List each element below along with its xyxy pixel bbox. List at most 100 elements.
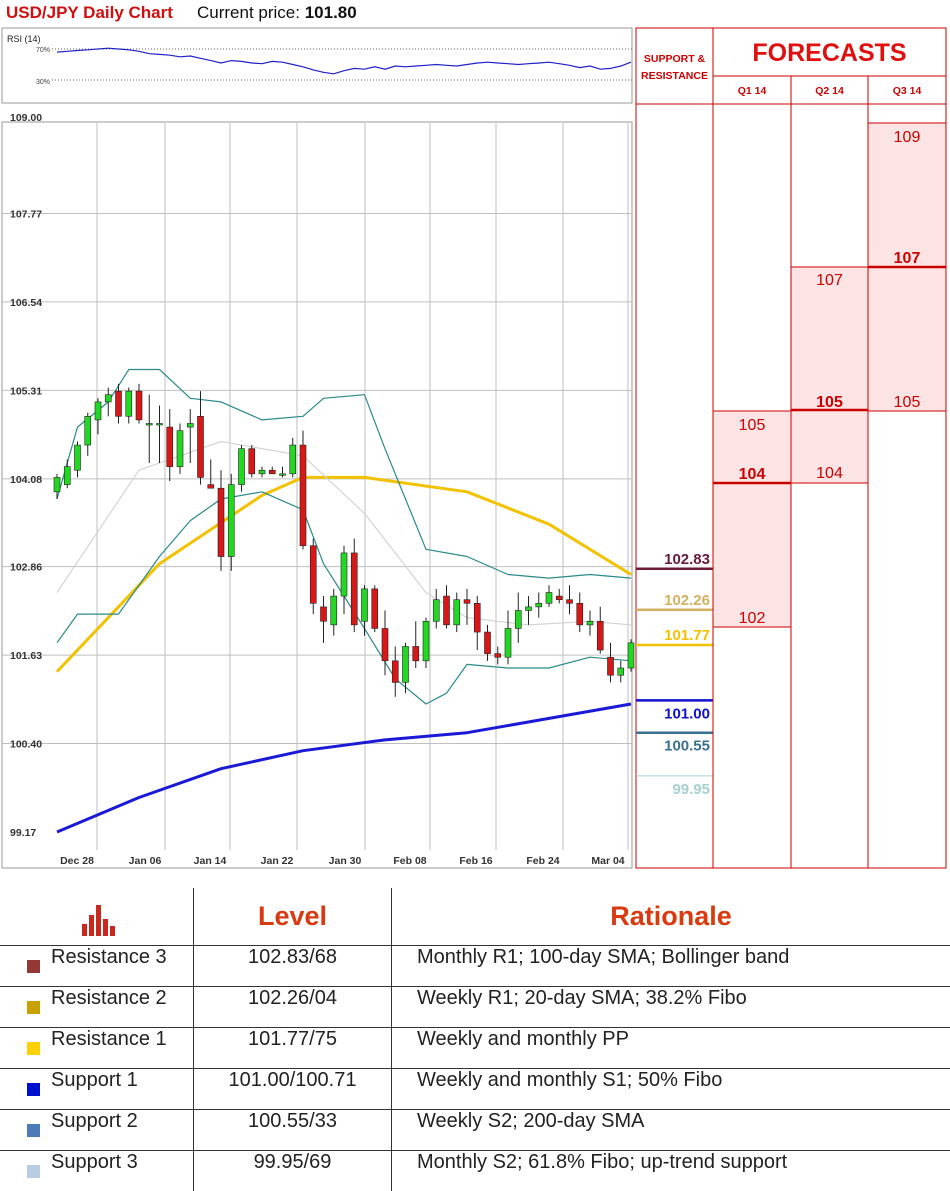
row-level: 100.55/33 — [248, 1110, 337, 1132]
level-label: 99.95 — [672, 781, 710, 798]
candle-body — [309, 545, 317, 604]
price-panel: 109.00 107.77 106.54 105.31 104.08 102.86 101.… — [1, 112, 635, 869]
forecast-q1-range — [712, 410, 792, 628]
candle-body — [176, 430, 184, 467]
candle-body — [412, 646, 420, 662]
candle-body — [514, 610, 522, 629]
y-tick-label: 99.17 — [10, 827, 36, 839]
forecast-q3-label: Q3 14 — [893, 85, 922, 97]
table-divider-1 — [193, 888, 194, 1191]
candle-body — [443, 595, 450, 626]
row-rationale: Weekly S2; 200-day SMA — [417, 1110, 645, 1132]
candle-body — [617, 667, 625, 676]
row-name: Support 3 — [51, 1151, 138, 1173]
current-price-label: Current price: — [197, 3, 300, 22]
candle-body — [74, 444, 81, 471]
candle-body — [258, 469, 266, 475]
candle-body — [156, 423, 163, 426]
forecast-q2-high: 107 — [816, 272, 843, 289]
candle-body — [227, 484, 235, 557]
candle-body — [94, 401, 102, 421]
candle-body — [525, 606, 532, 611]
level-label: 101.77 — [664, 627, 710, 644]
x-tick-label: Dec 28 — [60, 855, 94, 867]
candle-body — [197, 415, 204, 478]
candle-body — [299, 444, 307, 547]
candle-body — [63, 466, 71, 485]
candle-body — [627, 642, 635, 669]
candle-body — [607, 656, 614, 676]
series-line — [55, 475, 632, 673]
rsi-70-label: 70% — [36, 47, 50, 54]
row-name: Support 1 — [51, 1069, 138, 1091]
rsi-line — [56, 47, 632, 75]
candle-body — [166, 426, 174, 467]
current-price-value: 101.80 — [304, 3, 357, 22]
y-tick-label: 100.40 — [10, 739, 42, 751]
rsi-30-label: 30% — [36, 79, 50, 86]
level-header: Level — [257, 901, 328, 931]
candle-body — [84, 415, 92, 446]
table-divider-2 — [391, 888, 392, 1191]
forecast-q1-low: 102 — [739, 610, 766, 627]
x-tick-label: Mar 04 — [591, 855, 624, 867]
candle-body — [402, 646, 409, 683]
candle-body — [422, 620, 430, 662]
level-label: 102.26 — [664, 592, 710, 609]
y-tick-label: 104.08 — [10, 474, 42, 486]
rsi-label: RSI (14) — [7, 34, 41, 44]
x-tick-label: Jan 14 — [194, 855, 227, 867]
x-tick-label: Jan 22 — [261, 855, 294, 867]
x-tick-label: Feb 08 — [393, 855, 426, 867]
row-name: Resistance 1 — [51, 1028, 167, 1050]
candle-body — [463, 599, 471, 604]
candle-body — [135, 390, 143, 421]
series-line — [56, 702, 632, 834]
row-rationale: Monthly S2; 61.8% Fibo; up-trend support — [417, 1151, 788, 1173]
sr-frame — [635, 27, 714, 869]
candle-body — [279, 473, 286, 476]
candle-body — [453, 599, 461, 626]
candle-body — [125, 390, 133, 417]
candle-body — [555, 595, 563, 600]
y-tick-label: 102.86 — [10, 562, 42, 574]
y-tick-label: 107.77 — [10, 208, 42, 220]
forecast-q2-label: Q2 14 — [815, 85, 844, 97]
bar-chart-icon — [82, 905, 115, 936]
row-rationale: Weekly and monthly S1; 50% Fibo — [417, 1069, 723, 1091]
forecast-q3-high: 109 — [894, 129, 921, 146]
row-name: Support 2 — [51, 1110, 138, 1132]
candle-body — [596, 620, 604, 651]
y-gridlines — [2, 212, 632, 745]
forecast-q3-median: 107 — [894, 250, 921, 267]
table-row: Resistance 3 102.83/68 Monthly R1; 100-d… — [0, 945, 950, 986]
forecast-q2-range — [790, 266, 869, 484]
candle-body — [115, 390, 122, 417]
candle-body — [330, 595, 338, 626]
candle-body — [145, 423, 153, 426]
y-axis-ticks: 109.00 107.77 106.54 105.31 104.08 102.86 101.… — [10, 112, 42, 839]
candle-body — [248, 448, 256, 475]
y-tick-label: 106.54 — [10, 297, 42, 309]
candle-body — [391, 660, 399, 683]
candle-body — [473, 602, 481, 633]
row-level: 101.00/100.71 — [228, 1069, 357, 1091]
forecast-q1-label: Q1 14 — [738, 85, 767, 97]
level-label: 102.83 — [664, 551, 710, 568]
candle-body — [268, 469, 276, 475]
table-row: Support 2 100.55/33 Weekly S2; 200-day S… — [0, 1109, 950, 1150]
candle-body — [320, 606, 327, 622]
candle-body — [340, 552, 348, 597]
forecast-q1-median: 104 — [739, 466, 766, 483]
candle-body — [504, 628, 512, 658]
candle-body — [186, 423, 194, 428]
candle-body — [207, 484, 215, 489]
candle-body — [361, 588, 368, 622]
candle-body — [371, 588, 379, 629]
row-level: 99.95/69 — [253, 1151, 332, 1173]
candle-body — [566, 599, 573, 604]
forecasts-title: FORECASTS — [752, 39, 906, 67]
row-rationale: Weekly and monthly PP — [417, 1028, 629, 1050]
row-name: Resistance 2 — [51, 987, 167, 1009]
y-tick-label: 105.31 — [10, 385, 42, 397]
